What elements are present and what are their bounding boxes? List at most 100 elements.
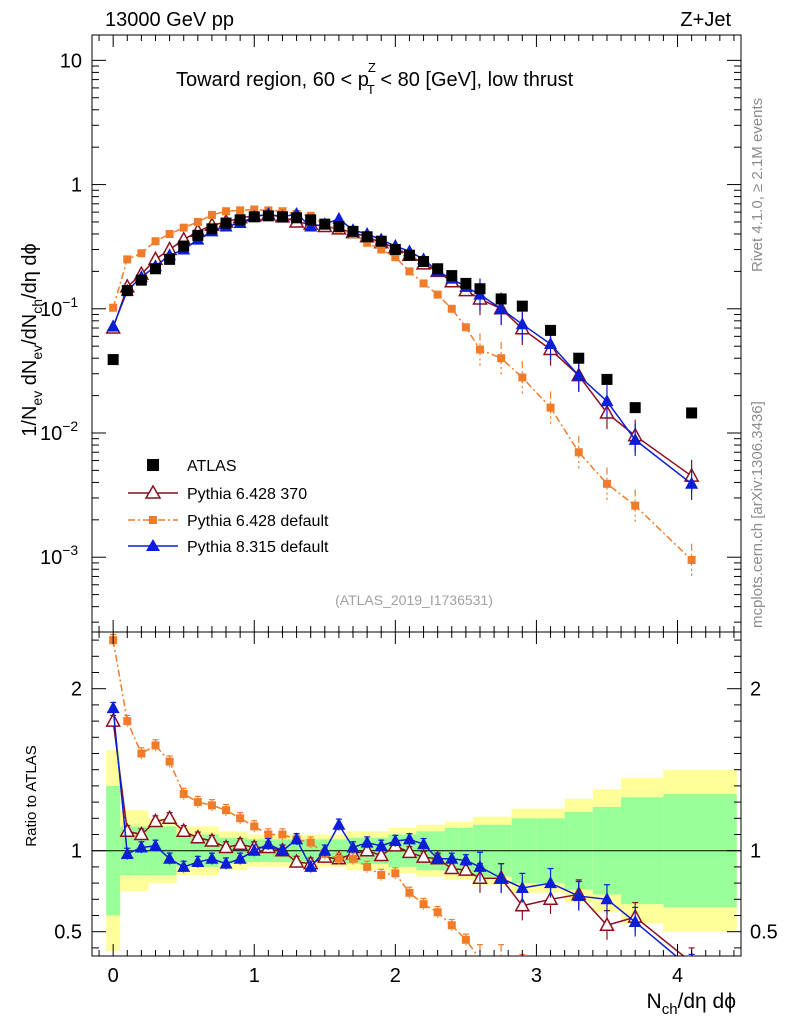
ratio-point	[120, 846, 134, 859]
y-tick-label: 10−1	[40, 294, 78, 321]
data-point	[319, 218, 331, 230]
data-point	[628, 432, 642, 445]
ratio-point	[247, 843, 261, 856]
ratio-point	[363, 862, 372, 871]
main-panel-series	[105, 205, 700, 577]
ratio-point	[349, 854, 358, 863]
series-line	[112, 213, 693, 485]
data-point	[106, 319, 120, 332]
ratio-point	[544, 876, 558, 889]
x-tick-label: 4	[672, 965, 683, 987]
ratio-point	[373, 846, 389, 862]
mcplots-info: mcplots.cern.ch [arXiv:1306.3436]	[749, 401, 766, 628]
ratio-point	[261, 837, 275, 850]
data-point	[206, 223, 218, 235]
ratio-line	[112, 708, 678, 956]
ratio-point	[417, 837, 431, 850]
legend-label-p6-370: Pythia 6.428 370	[187, 486, 307, 503]
chart-title: Toward region, 60 < pZ T < 80 [GeV], low …	[176, 60, 574, 97]
ratio-y-axis-label: Ratio to ATLAS	[23, 745, 40, 846]
ratio-point	[232, 835, 248, 850]
data-point	[389, 244, 401, 256]
data-point	[207, 210, 216, 219]
ratio-point	[222, 806, 231, 815]
ratio-point	[332, 817, 346, 830]
x-tick-label: 2	[390, 965, 401, 987]
ratio-line	[112, 721, 685, 956]
ratio-point	[542, 890, 559, 906]
ratio-point	[359, 842, 375, 857]
ratio-point	[134, 840, 148, 853]
ratio-point	[288, 853, 305, 868]
ratio-point	[165, 757, 174, 766]
ratio-panel-series	[105, 633, 695, 956]
ratio-point	[388, 833, 402, 846]
ratio-point	[346, 840, 360, 853]
data-point	[222, 207, 231, 216]
ratio-point	[318, 843, 332, 856]
ratio-point	[444, 859, 460, 875]
data-point	[165, 230, 174, 238]
ratio-uncertainty-bands	[106, 750, 737, 952]
data-point	[193, 217, 202, 226]
ratio-point	[148, 838, 162, 851]
ratio-point	[374, 838, 388, 851]
ratio-point	[447, 921, 456, 930]
legend-marker-p8-default	[146, 539, 160, 551]
legend-label-p8-default: Pythia 8.315 default	[187, 539, 329, 556]
header-energy: 13000 GeV pp	[105, 9, 234, 31]
data-point	[545, 324, 557, 336]
data-point	[495, 293, 507, 305]
data-point	[572, 368, 586, 381]
ratio-point	[177, 859, 191, 872]
data-point	[375, 235, 387, 247]
ratio-point	[218, 838, 234, 854]
data-point	[347, 225, 359, 237]
ratio-point	[236, 814, 245, 823]
data-point	[236, 206, 245, 215]
data-point	[333, 220, 345, 232]
axis-ticks: 0 1 2 3 4 10 1 10−1 10−2 10−3 2 2 1 1 0.5 0.5	[40, 35, 778, 987]
ratio-point	[264, 830, 273, 839]
data-point	[234, 214, 246, 226]
data-point	[516, 300, 528, 312]
data-point	[377, 245, 386, 254]
ratio-y-tick-label-left: 1	[71, 841, 82, 863]
ratio-point	[377, 871, 386, 879]
panel-frames	[91, 34, 742, 957]
ratio-point	[415, 848, 432, 863]
ratio-point	[431, 851, 445, 864]
ratio-point	[402, 832, 416, 845]
ratio-y-tick-label-right: 1	[750, 841, 761, 863]
data-point	[573, 352, 585, 364]
ratio-point	[628, 914, 642, 927]
x-tick-label: 1	[249, 965, 260, 987]
data-point	[403, 249, 415, 261]
ratio-point	[133, 825, 150, 841]
ratio-point	[419, 900, 428, 909]
ratio-point	[433, 908, 442, 917]
data-point	[460, 277, 472, 289]
ratio-point	[205, 851, 219, 864]
ratio-point	[191, 855, 205, 868]
data-point	[546, 403, 555, 412]
data-point	[601, 373, 613, 385]
ratio-point	[119, 822, 136, 838]
legend-label-atlas: ATLAS	[187, 458, 237, 475]
chart-title-part-a: Toward region, 60 < p	[176, 69, 369, 91]
ratio-point	[179, 790, 188, 798]
ratio-point	[278, 830, 287, 839]
ratio-point	[360, 835, 374, 848]
data-point	[574, 448, 583, 457]
data-point	[494, 301, 508, 314]
ratio-point	[391, 869, 400, 878]
ratio-point	[219, 856, 233, 869]
data-point	[418, 256, 430, 268]
data-point	[262, 210, 274, 222]
series-line	[112, 214, 693, 477]
ratio-point	[147, 812, 164, 828]
y-tick-label: 10−3	[40, 542, 78, 569]
ratio-line	[112, 639, 479, 956]
data-point	[151, 237, 160, 246]
ratio-point	[304, 859, 318, 872]
